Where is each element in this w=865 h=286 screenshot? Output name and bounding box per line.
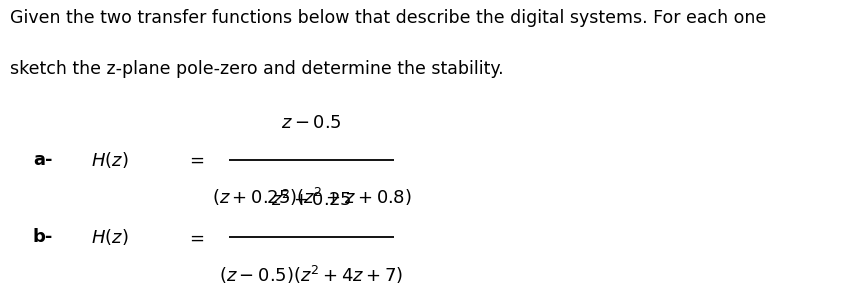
Text: $(z-0.5)(z^2+4z+7)$: $(z-0.5)(z^2+4z+7)$ (220, 263, 403, 286)
Text: Given the two transfer functions below that describe the digital systems. For ea: Given the two transfer functions below t… (10, 9, 766, 27)
Text: $=$: $=$ (186, 151, 205, 169)
Text: b-: b- (33, 229, 54, 246)
Text: $=$: $=$ (186, 229, 205, 246)
Text: a-: a- (33, 151, 53, 169)
Text: $z^2+0.25$: $z^2+0.25$ (272, 190, 351, 210)
Text: $H(z)$: $H(z)$ (91, 150, 128, 170)
Text: $(z+0.25)(z^2+z+0.8)$: $(z+0.25)(z^2+z+0.8)$ (212, 186, 411, 208)
Text: sketch the z-plane pole-zero and determine the stability.: sketch the z-plane pole-zero and determi… (10, 60, 504, 78)
Text: $z-0.5$: $z-0.5$ (281, 114, 342, 132)
Text: $H(z)$: $H(z)$ (91, 227, 128, 247)
